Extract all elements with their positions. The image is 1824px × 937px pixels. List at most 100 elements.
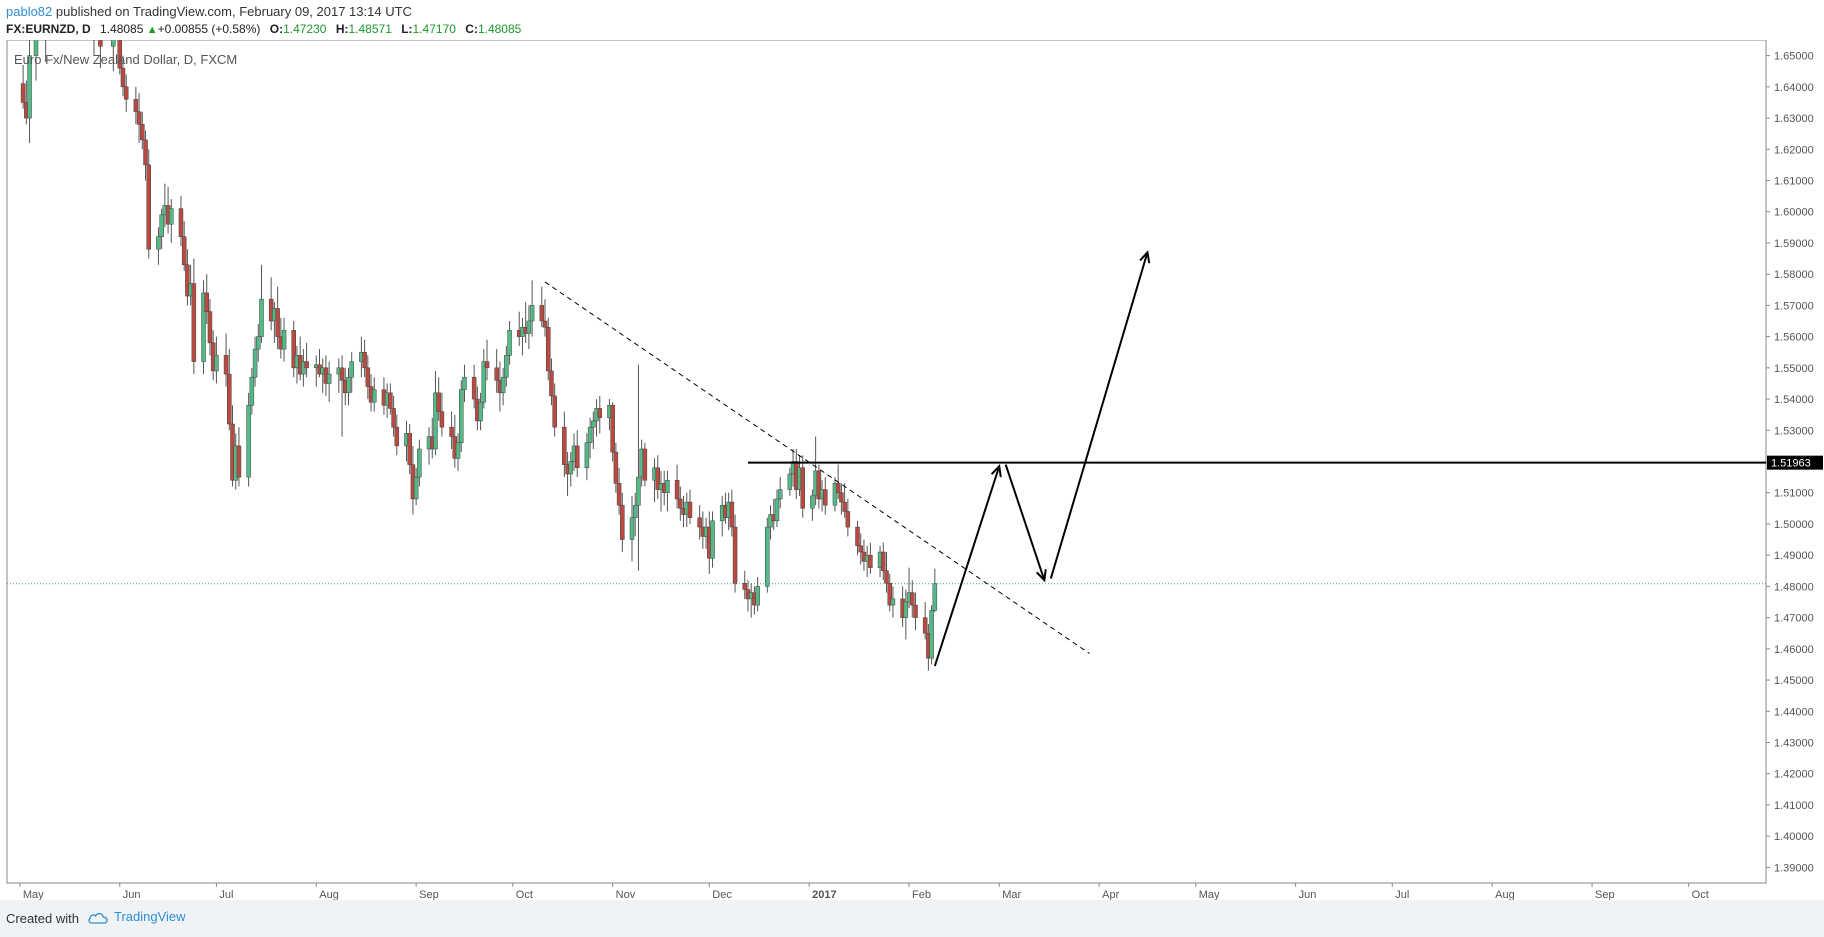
- candle-body: [616, 483, 622, 506]
- chart-area[interactable]: 1.65000 1.64000 1.63000 1.62000 1.61000 1.600…: [0, 40, 1824, 900]
- candle-body: [500, 376, 506, 394]
- trendline: [544, 281, 1090, 654]
- candle-body: [256, 336, 261, 350]
- low-label: L:: [401, 22, 413, 36]
- candle-body: [929, 610, 934, 659]
- publish-info: pablo82 published on TradingView.com, Fe…: [6, 4, 412, 19]
- candle-body: [98, 40, 103, 47]
- open-label: O:: [269, 22, 284, 36]
- candle-body: [591, 420, 596, 428]
- high-value: 1.48571: [348, 22, 392, 36]
- candle-body: [868, 554, 873, 568]
- candle-body: [545, 326, 551, 372]
- candle-body: [568, 461, 574, 475]
- candle-body: [839, 492, 844, 503]
- candle-body: [777, 489, 783, 500]
- candle-body: [729, 501, 735, 528]
- candle-body: [413, 476, 419, 500]
- author-link[interactable]: pablo82: [6, 4, 53, 19]
- x-tick-label: Jun: [1299, 889, 1317, 900]
- candle-body: [587, 426, 593, 444]
- x-tick-label: 2017: [812, 889, 836, 900]
- candle-body: [542, 320, 548, 328]
- x-tick-label: Nov: [616, 889, 636, 900]
- candle-body: [881, 551, 886, 572]
- candle-body: [552, 395, 557, 428]
- x-tick-label: Aug: [319, 889, 339, 900]
- candle-body: [913, 604, 918, 618]
- candle-body: [845, 511, 851, 528]
- candle-body: [549, 370, 554, 397]
- arrowhead: [1035, 569, 1047, 583]
- candle-body: [620, 504, 625, 540]
- tradingview-logo[interactable]: TradingView: [88, 909, 186, 924]
- candle-body: [584, 442, 590, 468]
- candle-body: [391, 408, 396, 428]
- candle-body: [462, 376, 467, 390]
- low-value: 1.47170: [412, 22, 456, 36]
- candle-body: [823, 489, 828, 506]
- y-tick-label: 1.54000: [1774, 394, 1814, 406]
- projection-arrow: [1004, 464, 1046, 581]
- candle-body: [133, 99, 139, 113]
- candle-body: [169, 208, 174, 225]
- y-tick-label: 1.65000: [1774, 51, 1814, 63]
- x-tick-label: Feb: [912, 889, 931, 900]
- candle-body: [455, 442, 461, 459]
- candle-body: [597, 408, 603, 419]
- candle-body: [504, 355, 509, 378]
- candle-body: [214, 355, 219, 372]
- x-tick-label: Mar: [1002, 889, 1021, 900]
- y-tick-label: 1.63000: [1774, 113, 1814, 125]
- candle-body: [884, 570, 889, 584]
- x-tick-label: Jun: [123, 889, 141, 900]
- candle-body: [143, 139, 148, 166]
- x-tick-label: Jul: [1395, 889, 1409, 900]
- candle-body: [890, 598, 896, 606]
- candle-body: [810, 495, 815, 509]
- y-tick-label: 1.64000: [1774, 82, 1814, 94]
- close-label: C:: [465, 22, 478, 36]
- candle-body: [117, 40, 123, 69]
- candle-body: [484, 361, 490, 369]
- candle-body: [123, 86, 129, 100]
- candle-body: [326, 373, 332, 384]
- candle-body: [539, 305, 545, 322]
- x-tick-label: May: [1199, 889, 1220, 900]
- tradingview-brand: TradingView: [114, 909, 186, 924]
- symbol-label: FX:EURNZD, D: [6, 22, 91, 36]
- candle-body: [372, 389, 377, 403]
- footer: Created with TradingView: [0, 900, 1824, 937]
- y-tick-label: 1.61000: [1774, 176, 1814, 188]
- ohlc-bar: FX:EURNZD, D 1.48085 ▲+0.00855 (+0.58%) …: [6, 22, 521, 36]
- candle-body: [275, 308, 280, 337]
- y-tick-label: 1.49000: [1774, 550, 1814, 562]
- candle-body: [665, 479, 670, 493]
- candle-body: [755, 586, 760, 606]
- candle-body: [887, 583, 892, 606]
- candle-body: [185, 264, 190, 297]
- price-label: 1.51963: [1771, 458, 1811, 470]
- candle-body: [136, 111, 142, 125]
- y-tick-label: 1.53000: [1774, 425, 1814, 437]
- projection-arrow: [1049, 252, 1149, 579]
- x-tick-label: May: [23, 889, 44, 900]
- y-tick-label: 1.51000: [1774, 488, 1814, 500]
- y-tick-label: 1.48000: [1774, 581, 1814, 593]
- candle-body: [842, 501, 847, 512]
- candle-body: [774, 498, 780, 522]
- candle-body: [407, 433, 412, 465]
- candle-body: [181, 236, 187, 266]
- candle-body: [156, 236, 161, 250]
- cloud-icon: [88, 912, 108, 924]
- x-tick-label: Dec: [712, 889, 732, 900]
- x-tick-label: Oct: [1692, 889, 1709, 900]
- candle-body: [291, 330, 296, 369]
- y-tick-label: 1.58000: [1774, 269, 1814, 281]
- y-tick-label: 1.62000: [1774, 144, 1814, 156]
- candlestick-chart[interactable]: 1.65000 1.64000 1.63000 1.62000 1.61000 1.600…: [0, 40, 1824, 900]
- y-tick-label: 1.42000: [1774, 769, 1814, 781]
- candle-body: [236, 445, 242, 478]
- candle-body: [146, 164, 152, 250]
- created-with-text: Created with: [6, 911, 79, 926]
